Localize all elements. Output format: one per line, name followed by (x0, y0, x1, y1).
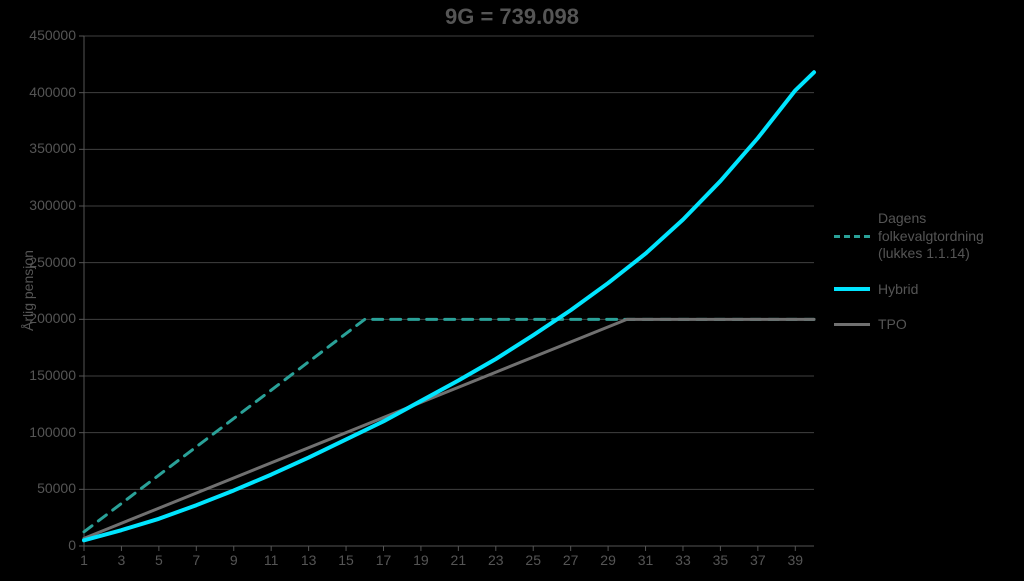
chart-container: 9G = 739.098 Årlig pensjon 0500001000001… (0, 0, 1024, 581)
x-tick-label: 5 (144, 552, 174, 568)
x-tick-label: 9 (219, 552, 249, 568)
x-tick-label: 33 (668, 552, 698, 568)
y-tick-label: 400000 (16, 84, 76, 100)
x-tick-label: 39 (780, 552, 810, 568)
x-tick-label: 3 (106, 552, 136, 568)
x-tick-label: 21 (443, 552, 473, 568)
y-tick-label: 350000 (16, 140, 76, 156)
legend-item: TPO (834, 316, 1008, 334)
y-tick-label: 100000 (16, 424, 76, 440)
y-tick-label: 250000 (16, 254, 76, 270)
x-tick-label: 11 (256, 552, 286, 568)
y-tick-label: 0 (16, 537, 76, 553)
legend-label: Dagens folkevalgtordning (lukkes 1.1.14) (878, 210, 1008, 263)
x-tick-label: 31 (631, 552, 661, 568)
x-tick-label: 27 (556, 552, 586, 568)
y-tick-label: 150000 (16, 367, 76, 383)
x-tick-label: 7 (181, 552, 211, 568)
legend-swatch (834, 235, 870, 238)
x-tick-label: 29 (593, 552, 623, 568)
y-tick-label: 300000 (16, 197, 76, 213)
x-tick-label: 23 (481, 552, 511, 568)
legend-swatch (834, 287, 870, 291)
y-tick-label: 450000 (16, 27, 76, 43)
x-tick-label: 35 (705, 552, 735, 568)
legend-label: TPO (878, 316, 907, 334)
x-tick-label: 1 (69, 552, 99, 568)
legend-label: Hybrid (878, 281, 918, 299)
x-tick-label: 25 (518, 552, 548, 568)
x-tick-label: 37 (743, 552, 773, 568)
x-tick-label: 19 (406, 552, 436, 568)
x-tick-label: 15 (331, 552, 361, 568)
legend-item: Hybrid (834, 281, 1008, 299)
legend: Dagens folkevalgtordning (lukkes 1.1.14)… (834, 210, 1008, 352)
x-tick-label: 17 (368, 552, 398, 568)
y-tick-label: 50000 (16, 480, 76, 496)
y-tick-label: 200000 (16, 310, 76, 326)
x-tick-label: 13 (294, 552, 324, 568)
legend-item: Dagens folkevalgtordning (lukkes 1.1.14) (834, 210, 1008, 263)
legend-swatch (834, 323, 870, 326)
